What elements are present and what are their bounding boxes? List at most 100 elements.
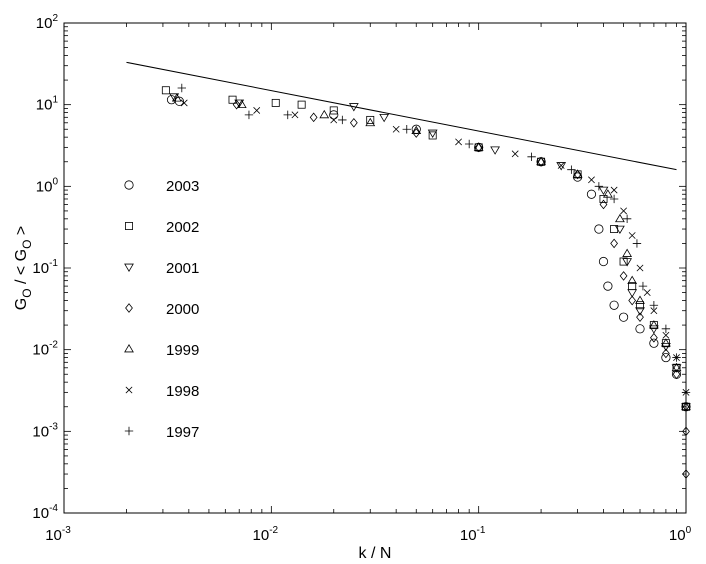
- data-point: [671, 364, 682, 373]
- data-point: [379, 113, 390, 123]
- data-point: [161, 86, 170, 95]
- y-tick-label: 10-1: [32, 258, 58, 277]
- data-point: [632, 239, 642, 248]
- data-point: [648, 325, 659, 334]
- data-point: [392, 125, 400, 133]
- x-tick-exp: -3: [62, 525, 71, 536]
- data-point: [682, 426, 690, 437]
- series-1997: [177, 83, 691, 397]
- data-point: [428, 131, 437, 140]
- data-point: [671, 362, 682, 372]
- data-point: [309, 112, 318, 123]
- data-point: [411, 125, 422, 135]
- data-point: [402, 125, 411, 134]
- legend-marker: [125, 303, 133, 313]
- data-point: [622, 258, 633, 267]
- data-point: [244, 110, 254, 120]
- data-point: [672, 353, 681, 362]
- data-point: [636, 312, 644, 323]
- data-point: [598, 256, 609, 267]
- y-tick-exp: 1: [52, 95, 58, 106]
- data-point: [169, 93, 180, 102]
- legend-label: 1999: [166, 342, 199, 359]
- data-point: [474, 142, 483, 153]
- legend-label: 2001: [166, 260, 199, 277]
- legend: 2003 2002 2001 2000 1999 1998 1997: [124, 178, 199, 441]
- y-tick-base: 10: [36, 15, 53, 32]
- data-point: [366, 115, 375, 124]
- data-point: [599, 195, 608, 203]
- data-point: [557, 162, 565, 169]
- series-1999: [171, 93, 691, 411]
- data-point: [635, 324, 645, 334]
- legend-marker: [125, 222, 133, 230]
- legend-label: 1997: [166, 424, 199, 441]
- data-point: [627, 275, 638, 284]
- data-point: [556, 162, 567, 171]
- data-point: [609, 194, 619, 204]
- y-tick-label: 10-3: [32, 421, 58, 440]
- y-tick-label: 102: [36, 13, 59, 32]
- series-2003: [166, 95, 691, 412]
- x-tick-base: 10: [45, 527, 62, 544]
- data-point: [627, 289, 638, 298]
- legend-marker: [124, 180, 134, 190]
- legend-item: 2001: [124, 260, 199, 277]
- data-point: [365, 117, 376, 127]
- data-point: [567, 165, 576, 174]
- data-point: [648, 320, 659, 329]
- y-tick-exp: 2: [52, 13, 58, 24]
- data-point: [349, 117, 358, 128]
- x-tick-base: 10: [460, 527, 477, 544]
- legend-item: 1999: [124, 342, 199, 359]
- data-point: [618, 312, 629, 322]
- y-label-end: >: [13, 226, 30, 240]
- data-point: [610, 186, 618, 194]
- legend-label: 1998: [166, 383, 199, 400]
- legend-marker: [124, 426, 134, 436]
- data-point: [650, 307, 658, 315]
- legend-item: 2000: [125, 301, 199, 318]
- legend-item: 1998: [125, 383, 199, 400]
- data-points: [161, 83, 691, 479]
- legend-label: 2002: [166, 219, 199, 236]
- data-point: [615, 225, 625, 235]
- data-point: [234, 99, 245, 108]
- data-point: [672, 369, 681, 380]
- data-point: [594, 224, 604, 234]
- data-point: [638, 281, 648, 291]
- data-point: [586, 189, 597, 199]
- data-point: [615, 213, 625, 223]
- y-tick-base: 10: [36, 178, 53, 195]
- data-point: [348, 103, 359, 112]
- data-point: [490, 146, 500, 155]
- data-point: [636, 264, 644, 272]
- data-point: [455, 138, 463, 146]
- data-point: [620, 207, 628, 215]
- data-point: [610, 225, 619, 234]
- data-point: [682, 469, 690, 479]
- y-tick-base: 10: [32, 505, 49, 522]
- x-axis-label: k / N: [359, 545, 392, 562]
- data-point: [681, 403, 691, 412]
- data-point: [283, 110, 292, 120]
- data-point: [622, 248, 633, 257]
- series-2001: [169, 93, 691, 412]
- x-tick-exp: -2: [269, 525, 278, 536]
- data-point: [177, 83, 187, 93]
- y-label-g: G: [13, 298, 30, 310]
- data-point: [527, 152, 536, 161]
- y-tick-exp: -1: [49, 258, 58, 269]
- plot-frame: [63, 22, 687, 514]
- y-tick-label: 100: [36, 176, 59, 195]
- reference-line-segment: [126, 61, 677, 171]
- data-point: [588, 176, 595, 184]
- data-point: [602, 189, 613, 198]
- data-point: [628, 295, 637, 306]
- x-tick-label: 100: [669, 525, 692, 544]
- data-point: [609, 300, 619, 310]
- data-point: [291, 111, 299, 119]
- data-point: [598, 186, 609, 196]
